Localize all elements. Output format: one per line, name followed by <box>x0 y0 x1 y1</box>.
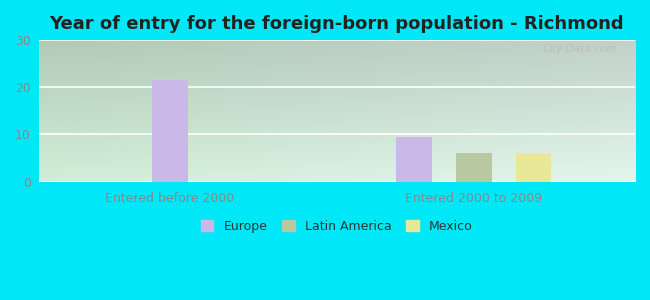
Text: City-Data.com: City-Data.com <box>543 44 617 54</box>
Bar <box>396 137 432 182</box>
Bar <box>515 153 551 182</box>
Title: Year of entry for the foreign-born population - Richmond: Year of entry for the foreign-born popul… <box>49 15 624 33</box>
Legend: Europe, Latin America, Mexico: Europe, Latin America, Mexico <box>194 213 479 239</box>
Bar <box>456 153 492 182</box>
Bar <box>152 80 188 182</box>
